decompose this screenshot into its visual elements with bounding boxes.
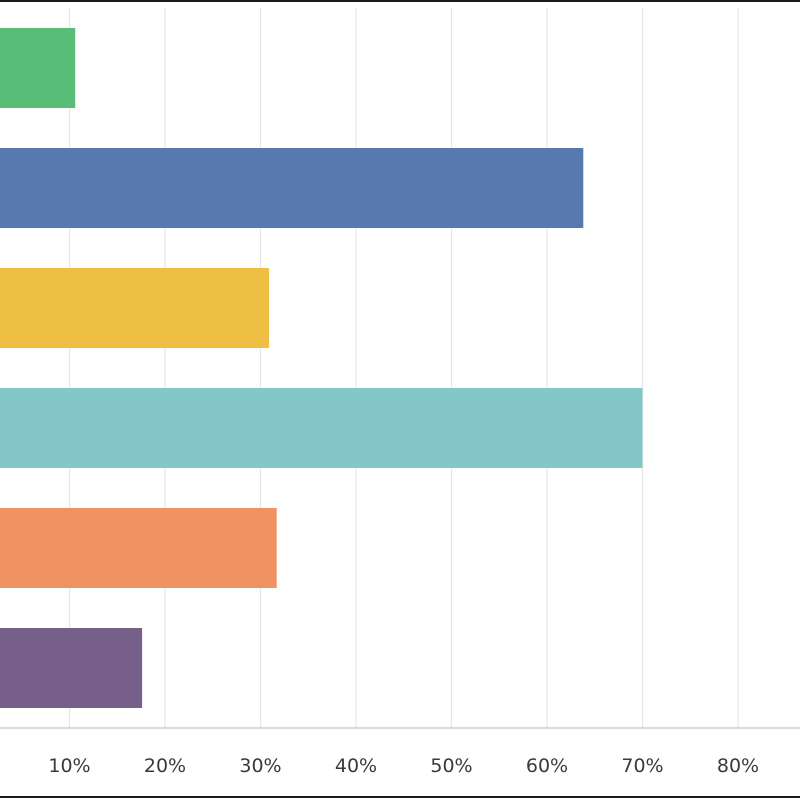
x-tick-label: 20% xyxy=(144,755,186,777)
gridlines xyxy=(68,8,739,728)
bars xyxy=(0,28,643,708)
bar-5 xyxy=(0,508,277,588)
x-tick-label: 60% xyxy=(526,755,568,777)
x-tick-label: 50% xyxy=(430,755,472,777)
x-tick-label: 10% xyxy=(48,755,90,777)
bar-1 xyxy=(0,28,76,108)
bar-6 xyxy=(0,628,143,708)
x-tick-label: 30% xyxy=(239,755,281,777)
x-tick-label: 40% xyxy=(335,755,377,777)
bar-3 xyxy=(0,268,270,348)
x-axis-ticks: 0%10%20%30%40%50%60%70%80% xyxy=(48,755,759,777)
x-tick-label: 80% xyxy=(717,755,759,777)
x-tick-label: 70% xyxy=(621,755,663,777)
bar-2 xyxy=(0,148,584,228)
bar-4 xyxy=(0,388,643,468)
